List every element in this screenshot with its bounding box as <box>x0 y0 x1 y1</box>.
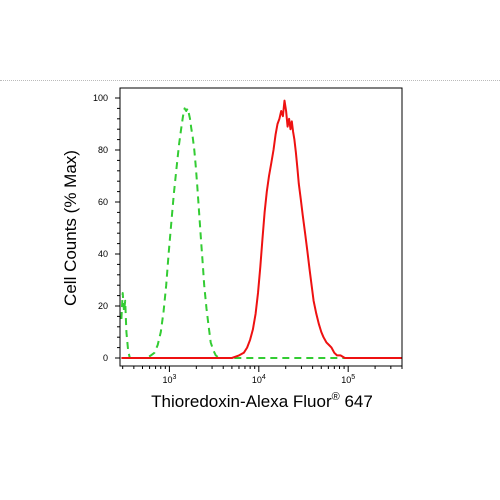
x-axis-title-suffix: 647 <box>340 392 373 411</box>
x-axis-title: Thioredoxin-Alexa Fluor® 647 <box>151 391 373 411</box>
y-tick-label: 20 <box>98 301 108 311</box>
y-axis-title: Cell Counts (% Max) <box>61 150 80 306</box>
registered-mark: ® <box>332 391 340 403</box>
series-line-1 <box>120 107 402 359</box>
x-tick-exponent: 4 <box>262 374 266 381</box>
x-tick-exponent: 5 <box>351 374 355 381</box>
x-axis: 103 104 105 <box>122 366 403 385</box>
x-tick-base: 10 <box>252 375 262 385</box>
series-layer <box>120 99 402 359</box>
x-axis-title-main: Thioredoxin-Alexa Fluor <box>151 392 332 411</box>
x-tick-base: 10 <box>162 375 172 385</box>
separator-line <box>0 80 500 81</box>
y-tick-label: 40 <box>98 249 108 259</box>
x-tick-label: 103 <box>162 374 176 385</box>
x-tick-base: 10 <box>341 375 351 385</box>
plot-frame <box>119 87 403 367</box>
y-axis: 0 20 40 60 80 100 <box>93 93 120 363</box>
x-tick-label: 105 <box>341 374 355 385</box>
y-tick-label: 60 <box>98 197 108 207</box>
y-tick-label: 80 <box>98 145 108 155</box>
y-tick-label: 0 <box>103 353 108 363</box>
x-tick-label: 104 <box>252 374 266 385</box>
y-tick-label: 100 <box>93 93 108 103</box>
x-tick-exponent: 3 <box>172 374 176 381</box>
series-line-2 <box>121 99 402 359</box>
